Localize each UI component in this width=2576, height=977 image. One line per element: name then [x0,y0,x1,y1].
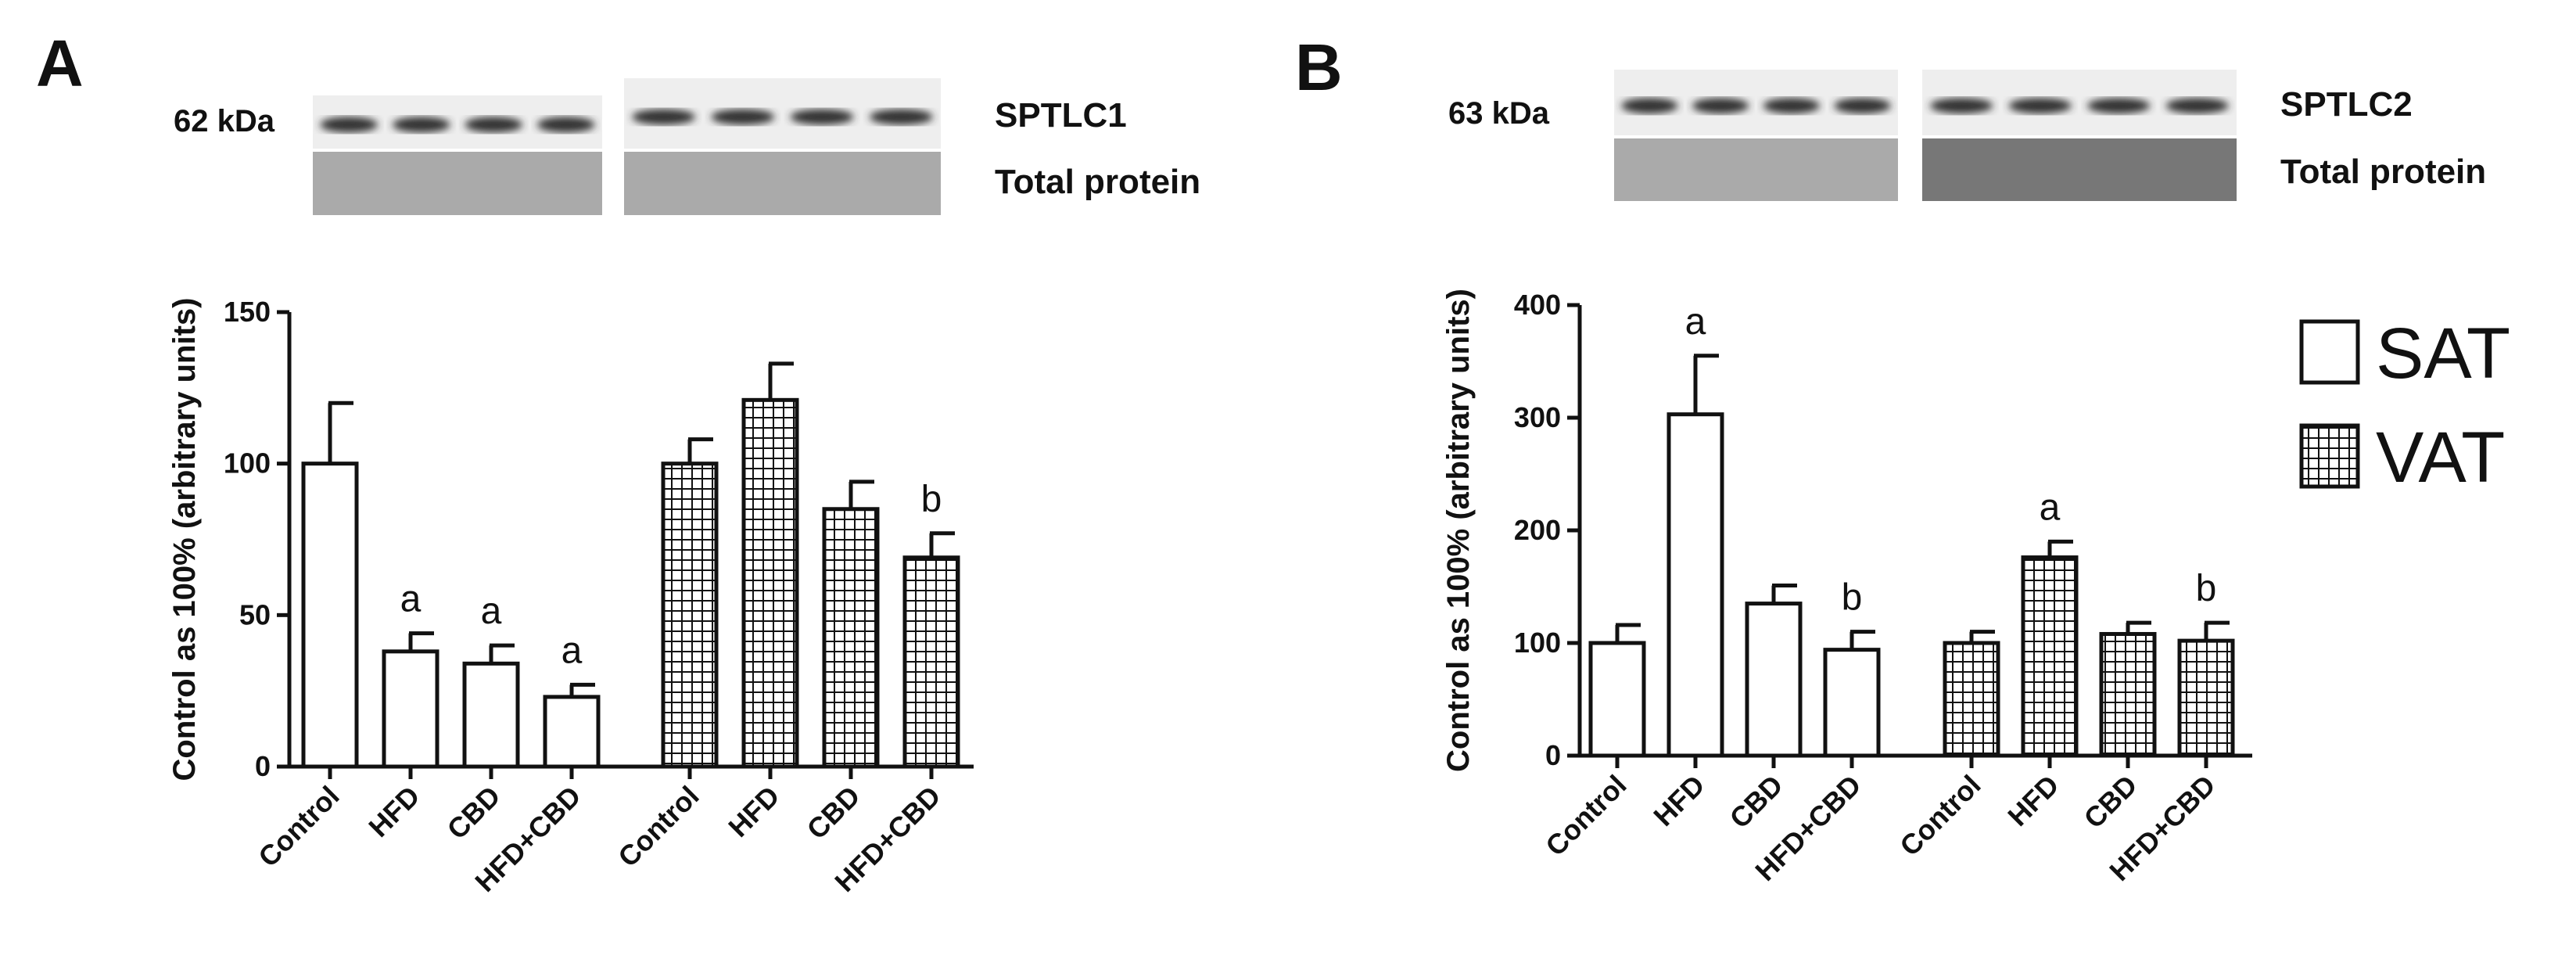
blot-protein: SPTLC1 [995,96,1127,135]
blot-loading: Total protein [2280,153,2486,191]
blot-band [1621,98,1678,114]
blot-band [790,109,854,125]
blot-marker: 63 kDa [1448,96,1550,131]
blot-band [320,117,379,133]
x-tick-label: Control [1893,769,1986,862]
y-tick-label: 100 [1514,627,1561,659]
blot-band [465,117,523,133]
y-tick-label: 150 [224,296,271,328]
bar [902,555,960,769]
legend-swatch [2299,319,2360,385]
blot-band [2165,98,2229,114]
x-tick-label: CBD [1724,769,1789,835]
y-tick-label: 200 [1514,514,1561,546]
legend-label: SAT [2376,314,2510,393]
blot-band [2087,98,2151,114]
loading-strip [624,152,941,215]
significance-letter: b [1842,577,1863,619]
panel-label: B [1295,31,1343,104]
significance-letter: a [561,630,583,671]
y-tick-label: 100 [224,447,271,480]
x-tick-label: HFD [362,780,425,843]
loading-strip [313,152,602,215]
bar [543,695,601,769]
blot-band [1930,98,1993,114]
legend-swatch [2299,423,2360,489]
blot-band [711,109,775,125]
significance-letter: a [400,579,422,620]
x-tick-label: HFD [722,780,785,843]
x-tick-label: HFD [2001,769,2065,832]
blot-marker: 62 kDa [174,104,275,138]
blot-band [632,109,696,125]
bar [1943,641,2000,758]
x-tick-label: CBD [441,780,507,846]
blot-band [2008,98,2072,114]
blot-band [1834,98,1891,114]
loading-strip [1922,138,2237,201]
y-axis-label: Control as 100% (arbitrary units) [1441,289,1476,772]
significance-letter: a [2040,487,2061,528]
bar [462,661,520,769]
blot-band [1692,98,1749,114]
blot-band [1763,98,1821,114]
bar [2177,638,2235,758]
y-tick-label: 300 [1514,401,1561,433]
significance-letter: a [1685,301,1706,343]
bar [1667,412,1724,758]
bar [2021,555,2079,758]
x-tick-label: CBD [2078,769,2144,835]
x-tick-label: Control [612,780,705,873]
x-tick-label: HFD [1647,769,1710,832]
y-tick-label: 0 [255,750,271,782]
blot-protein: SPTLC2 [2280,85,2413,124]
blot-loading: Total protein [995,163,1200,201]
blot-band [869,109,933,125]
x-tick-label: Control [1539,769,1632,862]
y-tick-label: 0 [1545,739,1561,771]
blot-band [392,117,450,133]
panel-label: A [36,27,84,100]
significance-letter: a [481,591,502,632]
significance-letter: b [921,479,942,520]
y-tick-label: 400 [1514,289,1561,321]
x-tick-label: Control [252,780,345,873]
bar [822,507,880,769]
x-tick-label: CBD [801,780,866,846]
bar [741,397,799,769]
bar [2099,631,2157,758]
bar [301,462,359,769]
loading-strip [1614,138,1898,201]
y-axis-label: Control as 100% (arbitrary units) [167,298,202,781]
bar [1823,648,1881,758]
bar [1588,641,1646,758]
significance-letter: b [2196,568,2217,609]
bar [382,649,439,769]
legend-label: VAT [2376,418,2505,497]
blot-band [536,117,595,133]
y-tick-label: 50 [239,598,271,630]
bar [1745,602,1803,758]
bar [661,462,719,769]
